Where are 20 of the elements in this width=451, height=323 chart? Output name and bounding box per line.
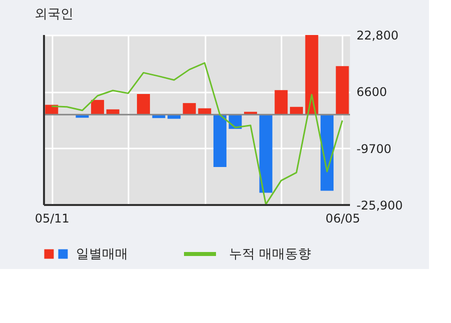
legend-label: 누적 매매동향 [229,247,312,262]
y-tick-label: -9700 [356,142,392,156]
bar [290,106,303,115]
bar [182,103,196,115]
y-tick-label: 6600 [356,85,388,100]
x-tick-label: 05/11 [34,212,70,226]
line-series [50,62,344,206]
bar [259,114,272,193]
bar [320,114,334,191]
y-tick-label: 22,800 [356,28,398,42]
y-tick-label: -25,900 [356,198,403,212]
bar [213,114,226,167]
bar [305,35,318,115]
bar [336,66,349,115]
chart-title: 외국인 [34,7,74,22]
x-tick-label: 06/05 [326,212,360,226]
legend-label: 일별매매 [76,247,128,262]
bar [136,94,150,115]
bar [274,90,288,115]
bar [91,100,104,115]
